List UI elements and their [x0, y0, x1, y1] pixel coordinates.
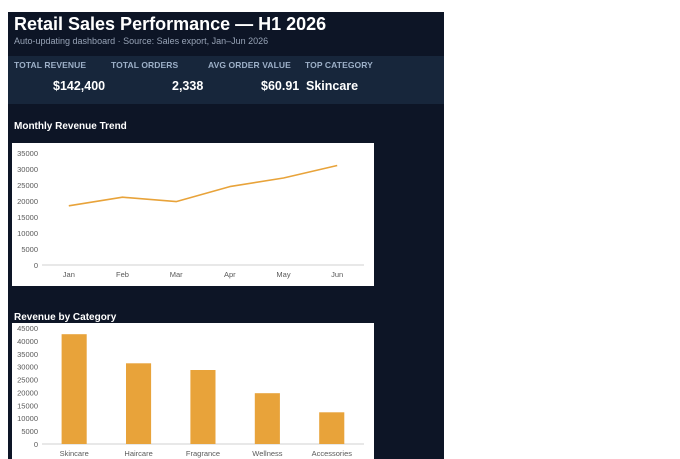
line-chart-x-tick-label: May: [276, 270, 290, 279]
bar-chart-y-tick-label: 40000: [17, 337, 38, 346]
bar-chart-bar: [126, 363, 152, 444]
line-chart-y-tick-label: 30000: [17, 165, 38, 174]
bar-chart-x-tick-label: Skincare: [60, 449, 89, 458]
kpi-band: TOTAL REVENUE $142,400 TOTAL ORDERS 2,33…: [8, 56, 444, 104]
bar-chart-y-tick-label: 15000: [17, 401, 38, 410]
line-chart-x-tick-label: Feb: [116, 270, 129, 279]
kpi-label-total-revenue: TOTAL REVENUE: [14, 60, 87, 70]
kpi-value-total-revenue: $142,400: [53, 79, 106, 93]
kpi-label-top-category: TOP CATEGORY: [305, 60, 373, 70]
line-chart-y-tick-label: 0: [34, 261, 38, 270]
line-chart-x-tick-label: Jun: [331, 270, 343, 279]
line-chart-x-tick-label: Apr: [224, 270, 236, 279]
bar-chart: 0 5000 10000 15000 20000 25000 30000 35000 40000…: [17, 324, 364, 458]
line-chart-y-tick-label: 35000: [17, 149, 38, 158]
kpi-label-avg-order-value: AVG ORDER VALUE: [208, 60, 291, 70]
kpi-value-top-category: Skincare: [306, 79, 359, 93]
bar-chart-bar: [319, 412, 345, 444]
bar-chart-x-tick-label: Wellness: [252, 449, 283, 458]
dashboard-sheet: Retail Sales Performance — H1 2026 Auto-…: [8, 12, 444, 459]
line-chart-series-line: [68, 164, 338, 207]
line-chart-y-tick-label: 25000: [17, 181, 38, 190]
bar-chart-y-tick-label: 35000: [17, 350, 38, 359]
line-chart-y-tick-label: 10000: [17, 229, 38, 238]
bar-chart-x-tick-label: Accessories: [312, 449, 353, 458]
line-chart-y-tick-label: 15000: [17, 213, 38, 222]
dashboard-subtitle: Auto-updating dashboard · Source: Sales …: [14, 36, 269, 46]
kpi-label-total-orders: TOTAL ORDERS: [111, 60, 179, 70]
bar-chart-y-tick-label: 5000: [21, 427, 38, 436]
line-chart-x-tick-label: Jan: [63, 270, 75, 279]
kpi-value-avg-order-value: $60.91: [261, 79, 300, 93]
bar-chart-panel: 0 5000 10000 15000 20000 25000 30000 35000 40000…: [12, 323, 374, 459]
line-chart-y-tick-label: 5000: [21, 245, 38, 254]
bar-chart-y-tick-label: 25000: [17, 376, 38, 385]
dashboard-title: Retail Sales Performance — H1 2026: [14, 14, 327, 34]
kpi-value-total-orders: 2,338: [172, 79, 204, 93]
line-chart: 0 5000 10000 15000 20000 25000 30000 35000 Jan Fe…: [17, 149, 364, 279]
bar-chart-bar: [254, 393, 280, 444]
bar-chart-y-tick-label: 0: [34, 440, 38, 449]
bar-chart-bar: [61, 334, 87, 444]
bar-chart-y-tick-label: 20000: [17, 388, 38, 397]
line-chart-x-tick-label: Mar: [170, 270, 183, 279]
bar-chart-y-tick-label: 30000: [17, 363, 38, 372]
bar-chart-x-tick-label: Fragrance: [186, 449, 220, 458]
line-chart-y-tick-label: 20000: [17, 197, 38, 206]
bar-chart-x-tick-label: Haircare: [124, 449, 152, 458]
category-section-title: Revenue by Category: [14, 312, 117, 323]
bar-chart-y-tick-label: 45000: [17, 324, 38, 333]
bar-chart-y-tick-label: 10000: [17, 414, 38, 423]
bar-chart-bar: [190, 370, 216, 444]
trend-section-title: Monthly Revenue Trend: [14, 121, 127, 132]
line-chart-panel: 0 5000 10000 15000 20000 25000 30000 35000 Jan Fe…: [12, 143, 374, 286]
